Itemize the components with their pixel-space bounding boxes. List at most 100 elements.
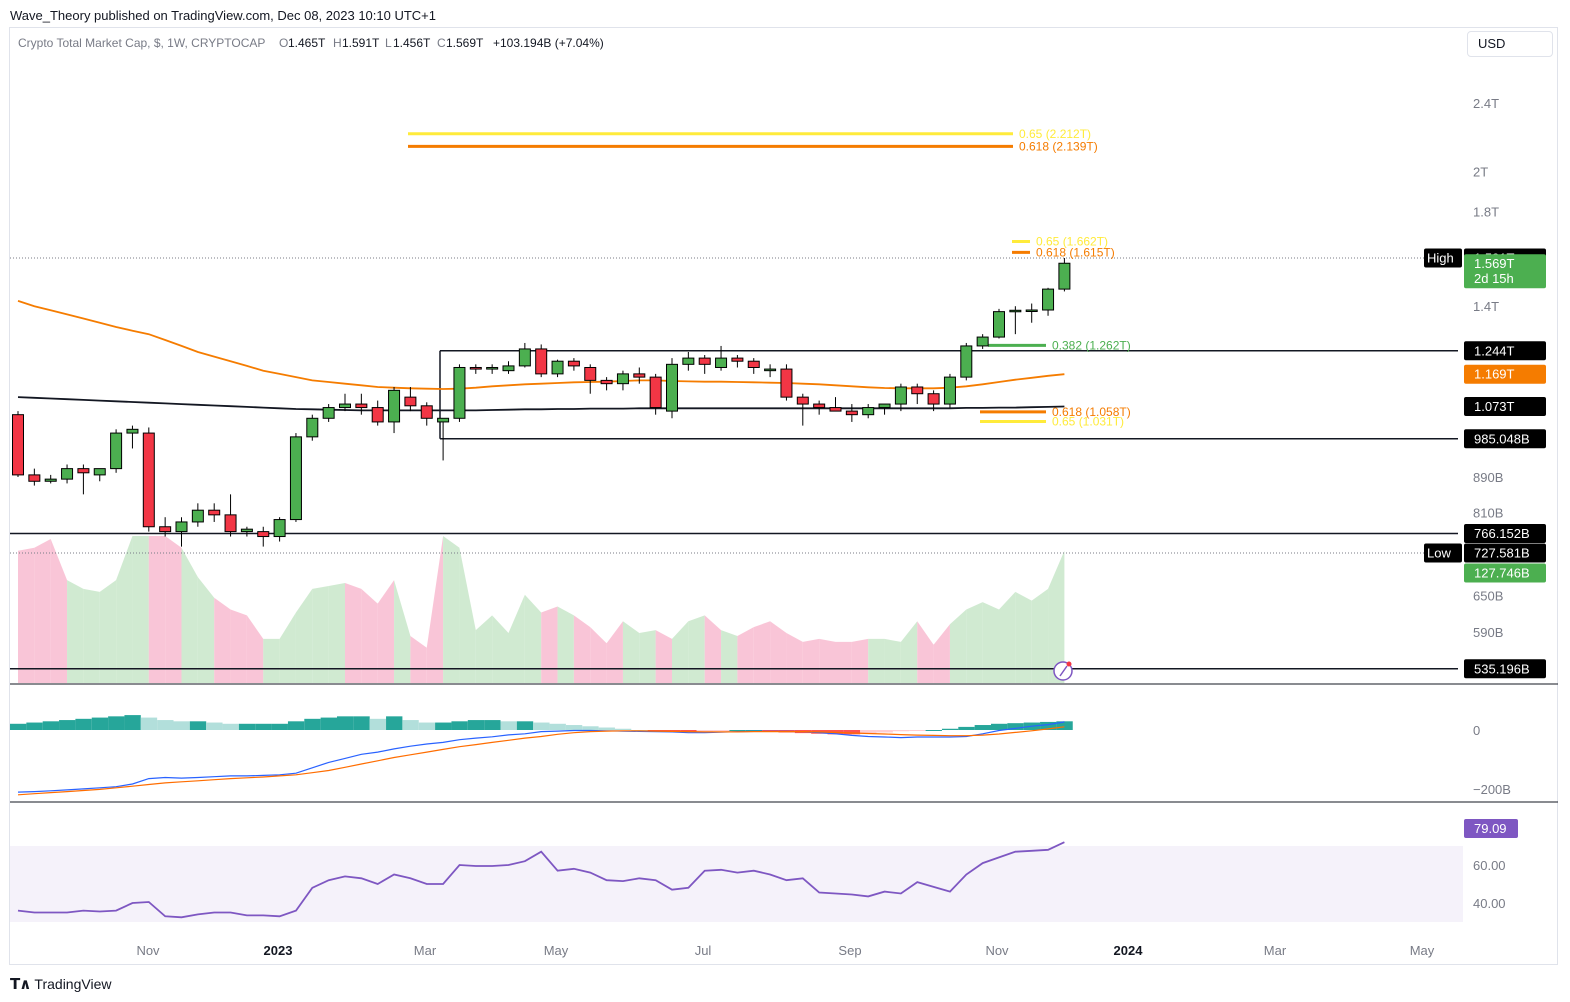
candle (93, 468, 106, 482)
replay-icon[interactable] (1053, 661, 1073, 681)
candle (175, 517, 188, 547)
macd-axis-tick: 0 (1473, 723, 1480, 738)
candle (502, 361, 515, 374)
candle (567, 358, 580, 371)
open-label: O (279, 36, 288, 50)
volume-segment (622, 621, 640, 683)
macd-histogram-bar (108, 716, 125, 730)
candle (355, 393, 368, 415)
fib-label: 0.618 (1.615T) (1036, 245, 1115, 259)
candle (796, 393, 809, 426)
price-tag-bg (1464, 524, 1546, 543)
moving-averages (17, 300, 1065, 412)
candle-body (191, 509, 204, 523)
candle (993, 308, 1005, 339)
price-tag-text: 985.048B (1474, 431, 1530, 446)
price-tag: 1.073T (1464, 397, 1546, 417)
candle-body (126, 428, 139, 434)
price-axis-tick: 650B (1473, 588, 1503, 603)
volume-segment (949, 609, 967, 683)
macd-histogram-bar (1056, 721, 1073, 730)
macd-histogram-bar (941, 728, 959, 730)
candle-body (339, 403, 351, 409)
volume-segment (704, 615, 722, 683)
macd-histogram-bar (451, 721, 468, 730)
macd-histogram-bar (762, 730, 779, 732)
macd-histogram-bar (287, 721, 305, 730)
candle-body (420, 405, 433, 419)
candle (61, 464, 74, 484)
candle (1009, 306, 1022, 335)
candle-body (518, 348, 531, 367)
macd-histogram-bar (696, 730, 714, 732)
currency-selector[interactable]: USD (1467, 31, 1553, 57)
macd-histogram-bar (745, 730, 763, 731)
candle (551, 359, 564, 378)
price-tag-text: 727.581B (1474, 545, 1530, 560)
price-tag-prefix: Low (1427, 545, 1451, 560)
candle (715, 345, 728, 371)
macd-pane (10, 715, 1073, 796)
candle-body (600, 379, 613, 385)
time-axis-tick: Mar (414, 943, 437, 958)
rsi-value-bg (1464, 819, 1518, 838)
volume-segment (606, 621, 623, 683)
fib-label: 0.65 (1.662T) (1036, 235, 1108, 249)
candle-body (208, 509, 221, 516)
candle-body (747, 360, 760, 368)
volume-segment (426, 536, 444, 683)
volume-segment (361, 588, 378, 683)
candle-body (796, 396, 809, 405)
macd-histogram-bar (418, 722, 436, 730)
change-value: +103.194B (+7.04%) (493, 36, 604, 50)
price-axis-tick: 1.8T (1473, 204, 1499, 219)
candle-body (306, 417, 319, 438)
price-axis-tick: 590B (1473, 625, 1503, 640)
candle-body (878, 403, 891, 409)
candle-body (289, 436, 302, 521)
macd-histogram-bar (140, 717, 158, 730)
candle (780, 364, 793, 401)
price-tag-bg (1464, 429, 1546, 449)
macd-histogram-bar (386, 716, 403, 730)
candle-body (486, 366, 499, 370)
candle (764, 364, 777, 378)
fib-label: 0.618 (1.058T) (1052, 405, 1131, 419)
candle (878, 403, 891, 415)
macd-histogram-bar (729, 730, 746, 731)
volume-segment (851, 638, 869, 683)
macd-histogram-bar (843, 730, 861, 735)
rsi-axis-tick: 60.00 (1473, 858, 1506, 873)
macd-histogram-bar (958, 726, 975, 730)
macd-histogram-bar (26, 722, 43, 730)
candle-body (110, 432, 123, 470)
candle-body (780, 368, 793, 398)
volume-segment (50, 538, 68, 683)
volume-segment (67, 580, 84, 683)
price-tag-text: 1.169T (1474, 367, 1515, 382)
volume-segment (475, 615, 493, 683)
candle (600, 377, 613, 391)
volume-segment (132, 536, 149, 683)
candle-body (502, 365, 515, 372)
candle-body (77, 468, 90, 474)
candle-body (976, 336, 989, 347)
volume-segment (410, 635, 427, 683)
candle-body (257, 531, 270, 538)
candle (535, 344, 548, 378)
candle-body (469, 366, 482, 370)
candle (142, 427, 155, 532)
volume-segment (917, 621, 934, 683)
candle-body (273, 519, 286, 538)
volume-segment (982, 602, 999, 683)
volume-segment (573, 615, 591, 683)
ema-black-line (17, 396, 1065, 412)
macd-histogram-bar (860, 730, 877, 734)
candle (943, 373, 956, 408)
macd-histogram-bar (582, 726, 599, 730)
fibonacci-levels: 0.65 (2.212T)0.618 (2.139T) 0.65 (1.662T)… (408, 127, 1131, 429)
fib-label: 0.65 (2.212T) (1019, 127, 1091, 141)
close-value: 1.569T (446, 36, 484, 50)
high-value: 1.591T (342, 36, 380, 50)
